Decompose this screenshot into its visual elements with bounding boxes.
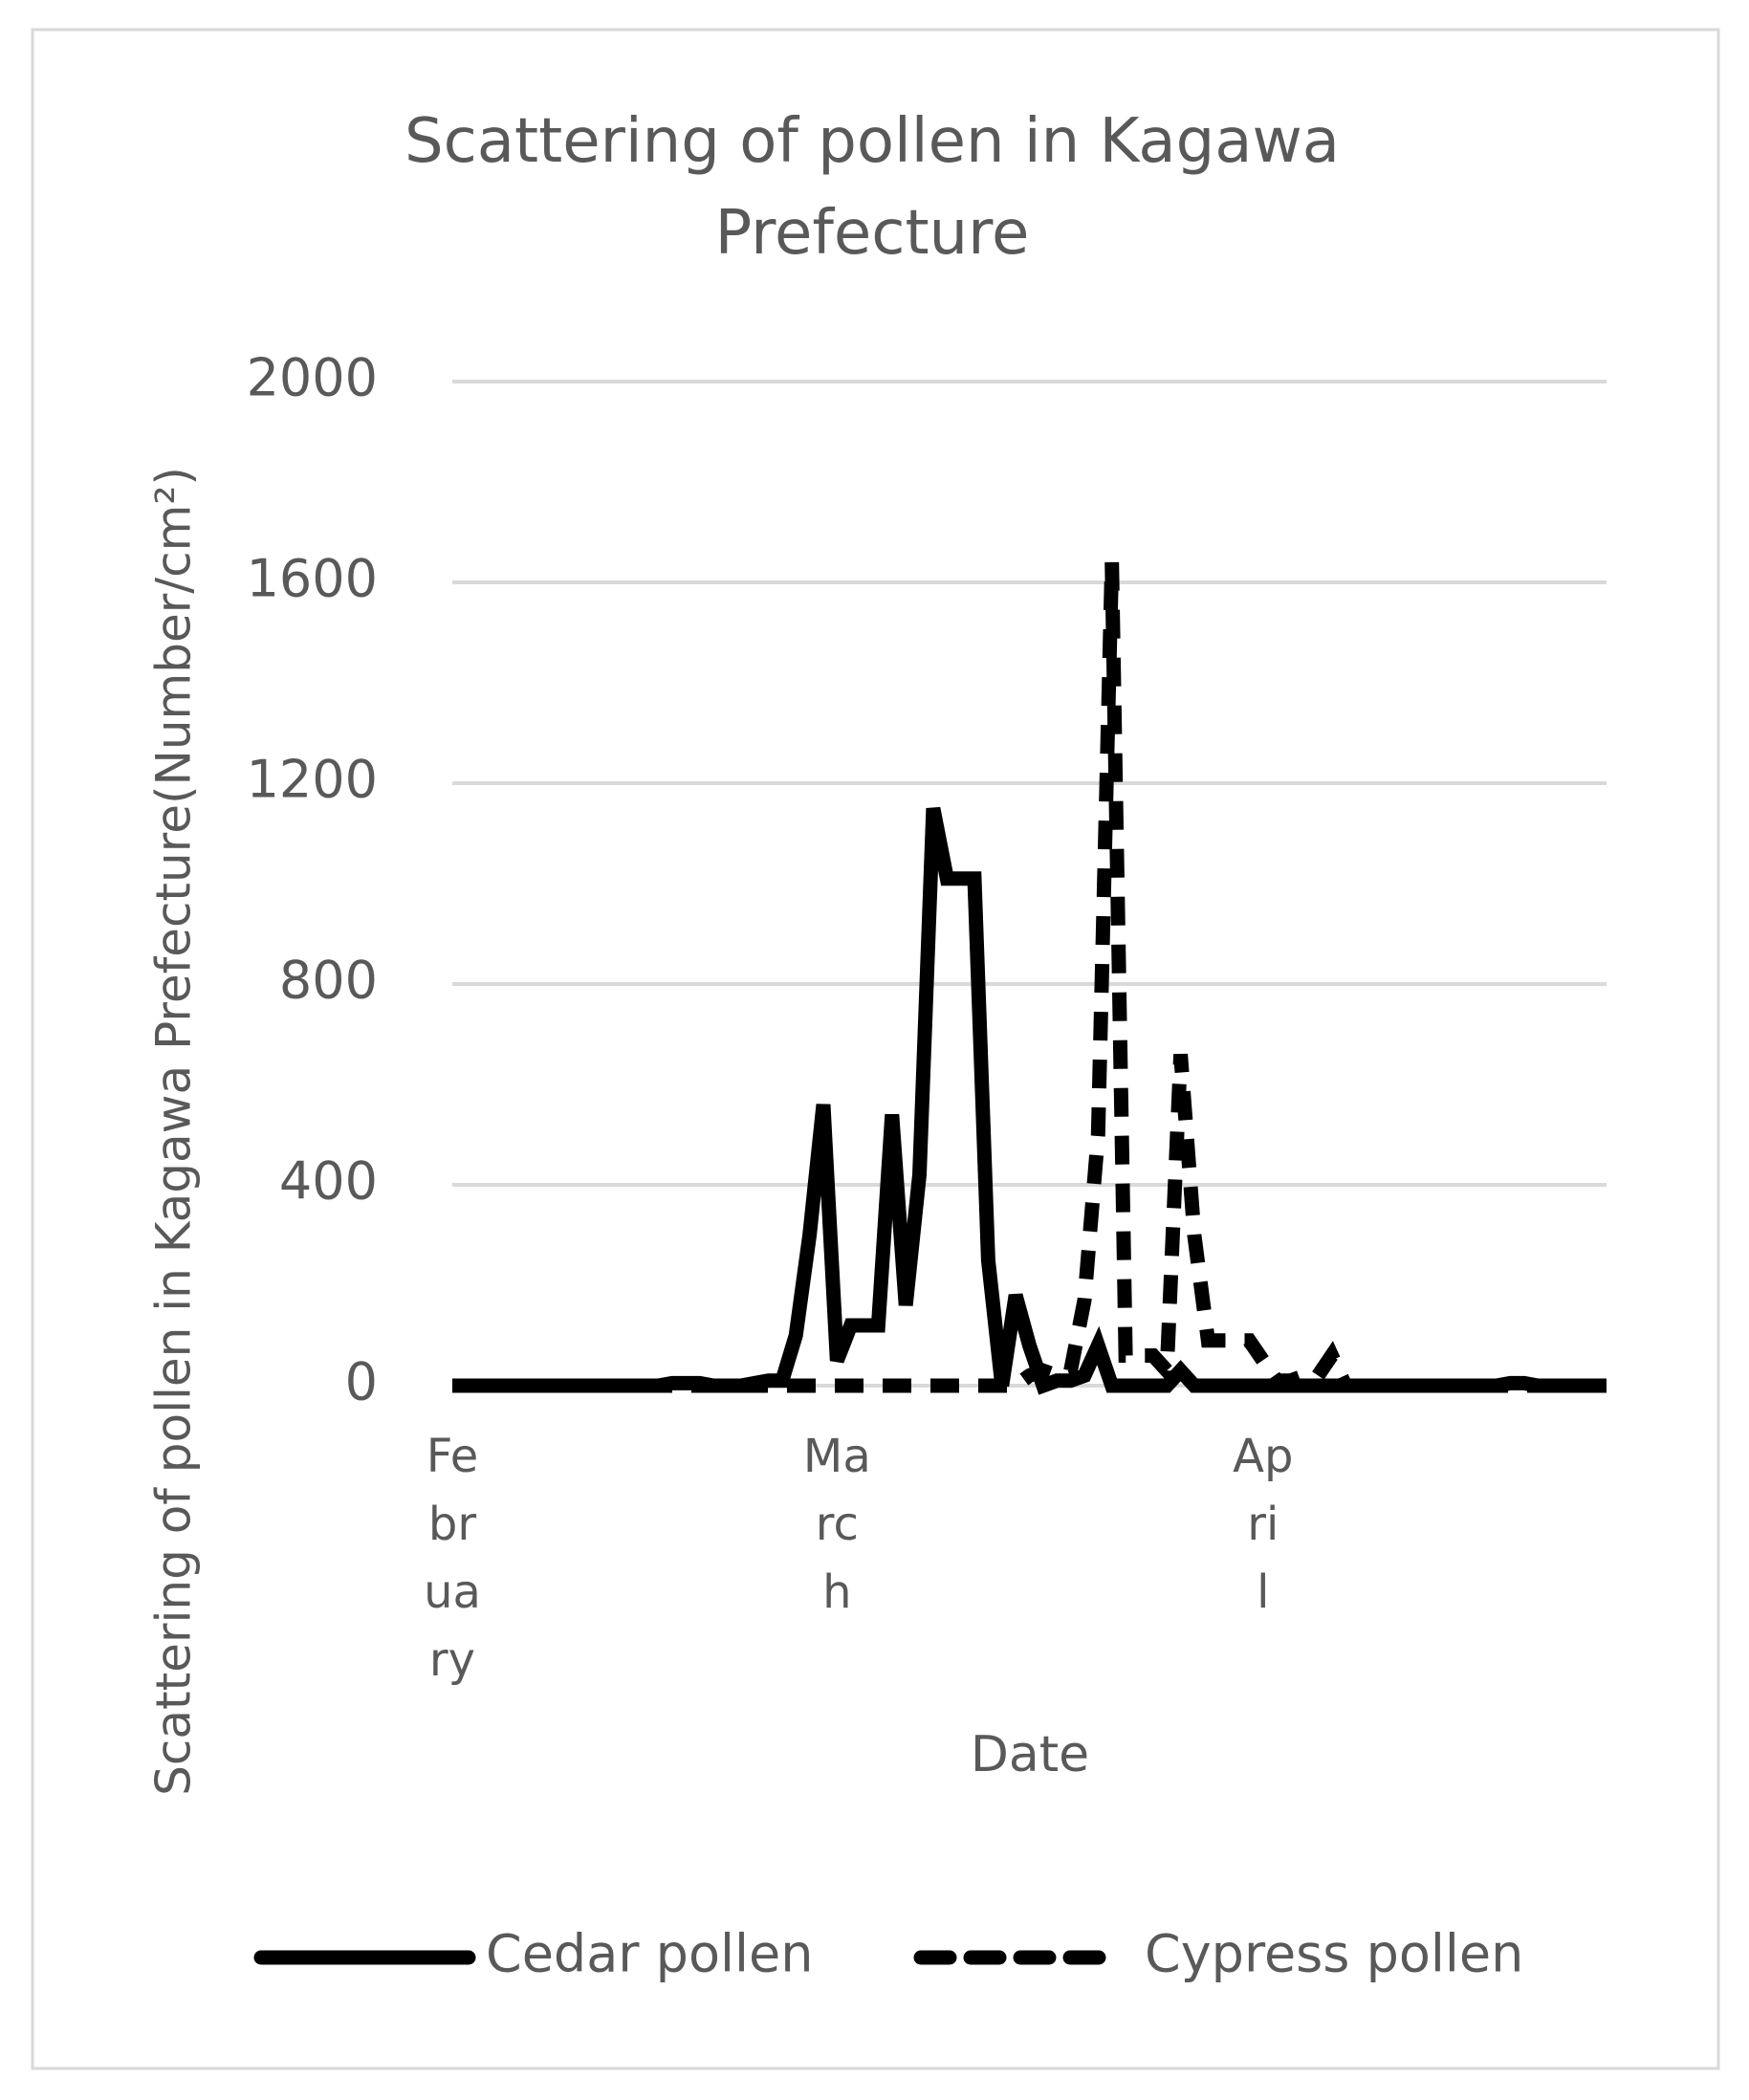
y-tick-label: 1600: [247, 549, 378, 609]
legend-label: Cypress pollen: [1145, 1924, 1523, 1984]
y-axis-label: Scattering of pollen in Kagawa Prefectur…: [146, 467, 202, 1796]
y-tick-label: 800: [279, 951, 378, 1011]
y-tick-label: 0: [345, 1352, 378, 1412]
chart-title: Scattering of pollen in Kagawa Prefectur…: [404, 106, 1341, 269]
x-tick-label: Ap ri l: [1233, 1430, 1293, 1619]
chart-border: [31, 28, 1720, 2070]
x-tick-label: Ma rc h: [803, 1430, 871, 1619]
x-axis-label: Date: [971, 1726, 1089, 1783]
y-tick-label: 400: [279, 1151, 378, 1212]
series-line: [452, 561, 1607, 1393]
y-tick-label: 2000: [247, 348, 378, 408]
legend-label: Cedar pollen: [486, 1924, 813, 1984]
series-line: [452, 806, 1607, 1395]
y-tick-label: 1200: [247, 750, 378, 810]
x-tick-label: Fe br ua ry: [424, 1430, 481, 1687]
